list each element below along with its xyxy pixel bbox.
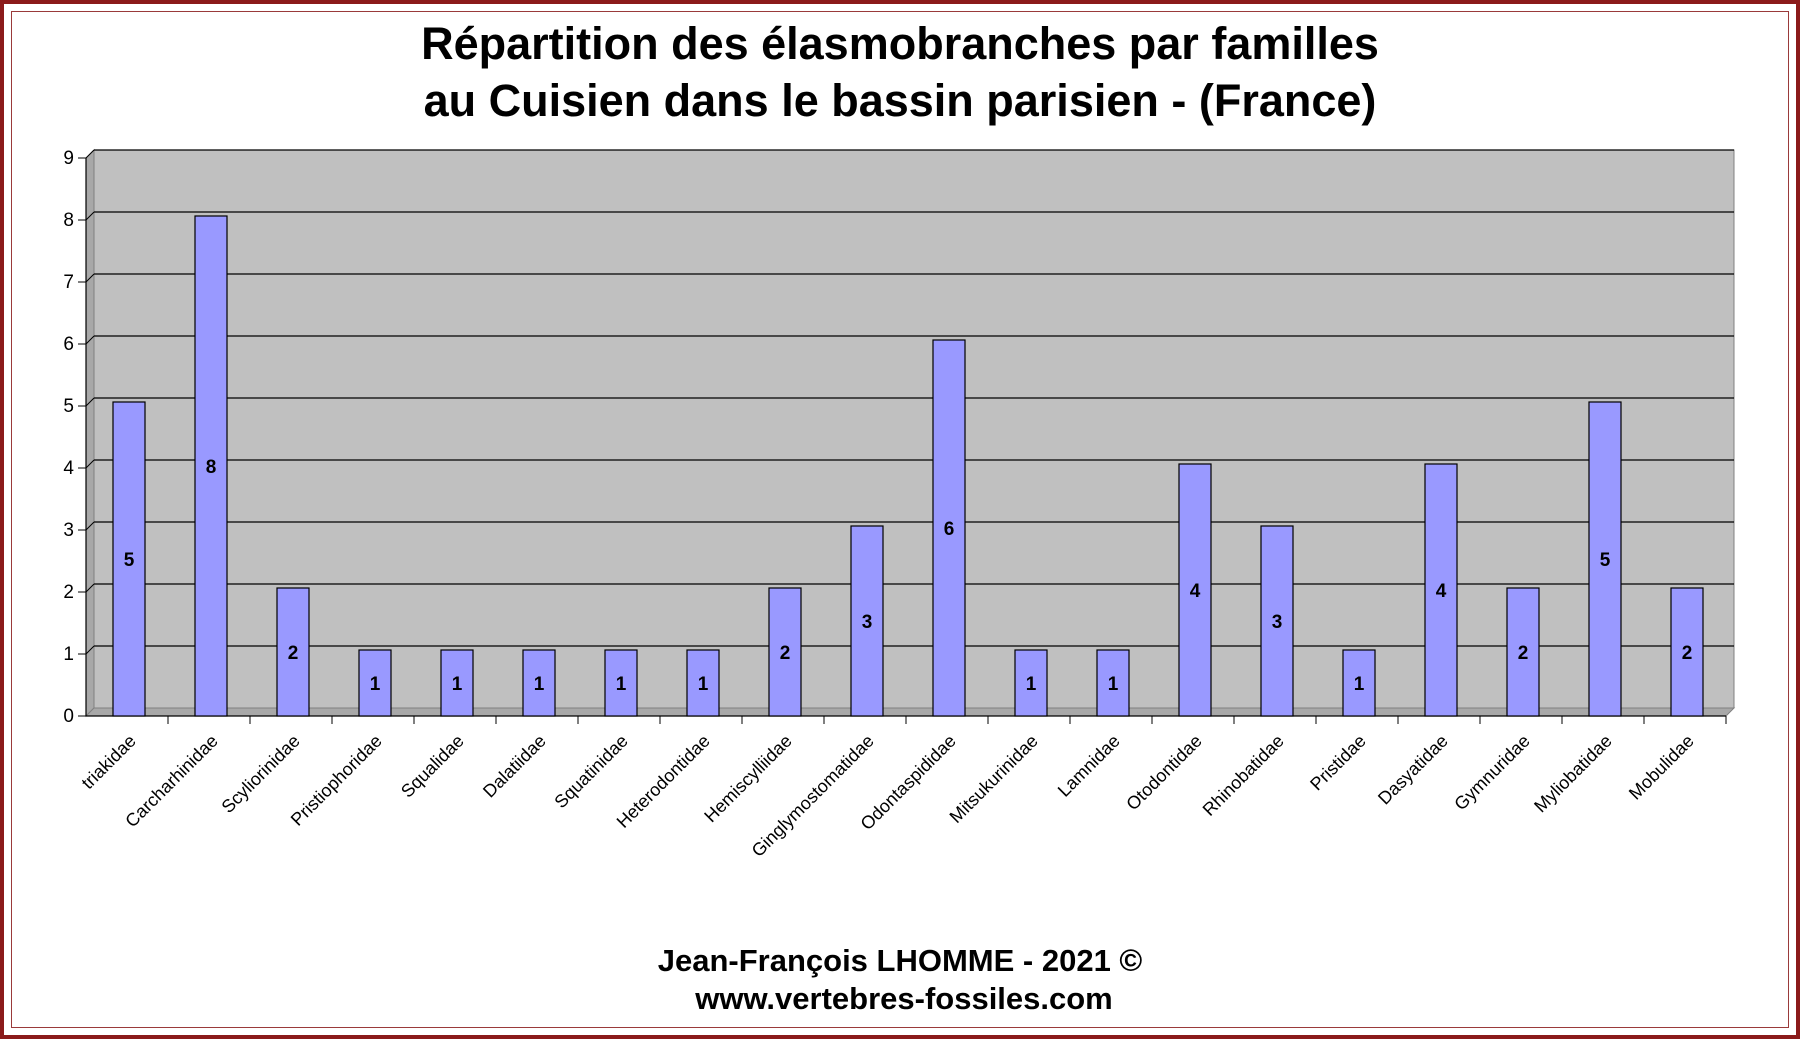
value-label-rhinobatidae: 3 [1272,612,1283,633]
plot-left-wall [85,148,95,718]
bar-carcharhinidae [194,215,228,717]
bar-gymnuridae [1506,587,1540,717]
bar-scyliorinidae [276,587,310,717]
category-label-squalidae: Squalidae [397,731,468,802]
bar-mitsukurinidae [1014,649,1048,717]
gridline-wall [85,335,95,345]
bar-rhinobatidae [1260,525,1294,717]
bar-pristidae [1342,649,1376,717]
y-tick-label: 8 [63,210,74,231]
value-label-pristiophoridae: 1 [370,674,381,695]
category-label-mitsukurinidae: Mitsukurinidae [946,731,1042,827]
bar-heterodontidae [686,649,720,717]
category-label-scyliorinidae: Scyliorinidae [218,731,304,817]
bar-pristiophoridae [358,649,392,717]
value-label-dasyatidae: 4 [1436,581,1447,602]
value-label-pristidae: 1 [1354,674,1365,695]
value-label-lamnidae: 1 [1108,674,1119,695]
y-tick-label: 0 [63,706,74,727]
bar-triakidae [112,401,146,717]
category-label-triakidae: triakidae [78,731,140,793]
category-label-myliobatidae: Myliobatidae [1530,731,1616,817]
bar-hemiscylliidae [768,587,802,717]
category-label-gymnuridae: Gymnuridae [1450,731,1533,814]
gridline-wall [85,149,95,159]
y-tick-label: 1 [63,644,74,665]
value-label-dalatiidae: 1 [534,674,545,695]
value-label-hemiscylliidae: 2 [780,643,791,664]
value-label-gymnuridae: 2 [1518,643,1529,664]
bar-myliobatidae [1588,401,1622,717]
category-label-squatinidae: Squatinidae [550,731,631,812]
bar-squatinidae [604,649,638,717]
gridline-wall [85,521,95,531]
value-label-myliobatidae: 5 [1600,550,1611,571]
bar-otodontidae [1178,463,1212,717]
value-label-triakidae: 5 [124,550,135,571]
value-label-scyliorinidae: 2 [288,643,299,664]
y-tick-label: 9 [63,148,74,169]
chart-title-line-1: Répartition des élasmobranches par famil… [421,18,1379,69]
gridline-wall [85,583,95,593]
category-label-otodontidae: Otodontidae [1122,731,1205,814]
chart-title-line-2: au Cuisien dans le bassin parisien - (Fr… [424,75,1377,126]
gridline-wall [85,397,95,407]
value-label-squatinidae: 1 [616,674,627,695]
credit-author: Jean-François LHOMME - 2021 © [658,943,1143,978]
y-tick-label: 5 [63,396,74,417]
value-label-otodontidae: 4 [1190,581,1201,602]
plot-area: 01234567895triakidae8Carcharhinidae2Scyl… [63,148,1736,861]
y-tick-label: 3 [63,520,74,541]
plot-background [93,149,1735,709]
bar-lamnidae [1096,649,1130,717]
category-label-pristidae: Pristidae [1306,731,1370,795]
gridline-wall [85,645,95,655]
value-label-carcharhinidae: 8 [206,457,217,478]
category-label-mobulidae: Mobulidae [1625,731,1698,804]
value-label-squalidae: 1 [452,674,463,695]
bar-dalatiidae [522,649,556,717]
value-label-heterodontidae: 1 [698,674,709,695]
y-tick-label: 6 [63,334,74,355]
bar-ginglymostomatidae [850,525,884,717]
value-label-ginglymostomatidae: 3 [862,612,873,633]
category-label-dalatiidae: Dalatiidae [479,731,550,802]
category-label-dasyatidae: Dasyatidae [1374,731,1452,809]
inner-frame [11,11,1789,1028]
y-tick-label: 7 [63,272,74,293]
value-label-odontaspididae: 6 [944,519,955,540]
gridline-wall [85,459,95,469]
credit-website: www.vertebres-fossiles.com [694,981,1113,1016]
category-label-lamnidae: Lamnidae [1054,731,1124,801]
bar-mobulidae [1670,587,1704,717]
value-label-mobulidae: 2 [1682,643,1693,664]
gridline-wall [85,273,95,283]
bar-dasyatidae [1424,463,1458,717]
plot-floor [84,707,1736,717]
y-tick-label: 2 [63,582,74,603]
bar-squalidae [440,649,474,717]
gridline-wall [85,211,95,221]
y-tick-label: 4 [63,458,74,479]
bar-odontaspididae [932,339,966,717]
category-label-rhinobatidae: Rhinobatidae [1199,731,1288,820]
value-label-mitsukurinidae: 1 [1026,674,1037,695]
